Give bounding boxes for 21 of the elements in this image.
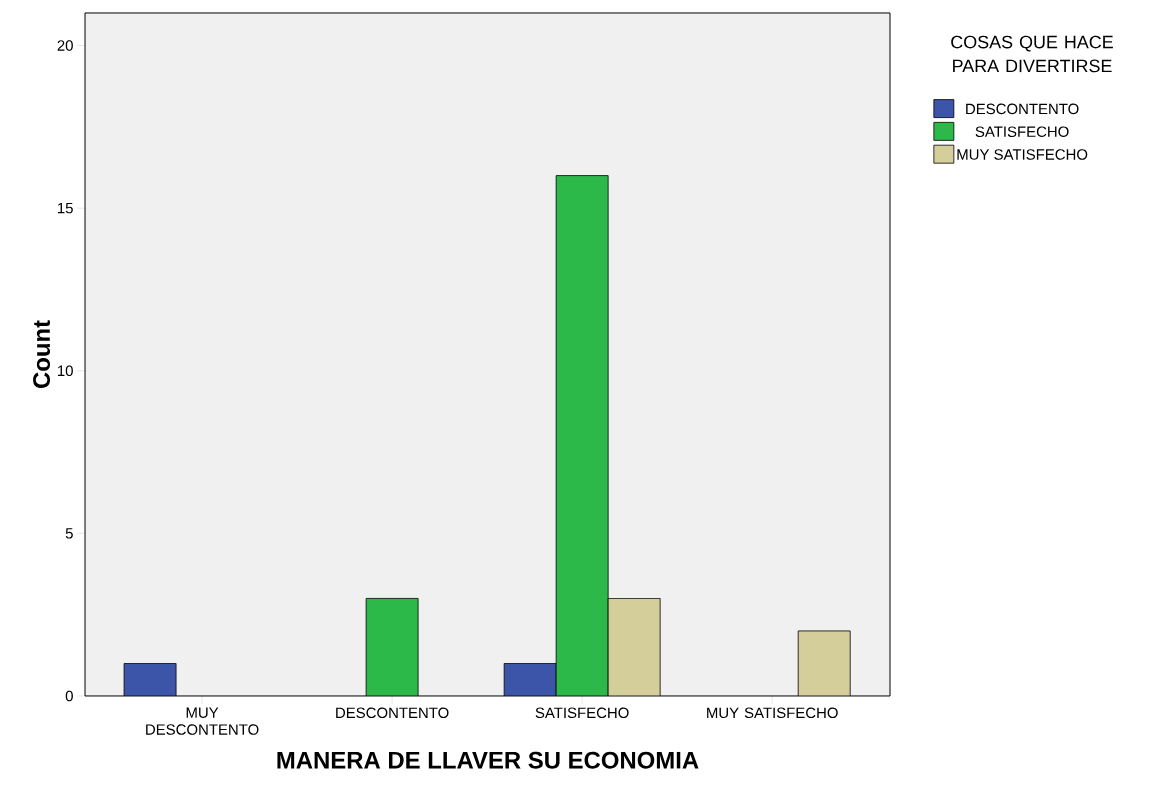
x-tick-label: MUY DESCONTENTO — [146, 707, 259, 735]
bar — [607, 598, 661, 696]
y-tick-label: 20 — [57, 40, 73, 51]
y-tick-label: 15 — [58, 202, 73, 214]
legend-label: SATISFECHO — [975, 126, 1069, 137]
x-tick-label: DESCONTENTO — [336, 707, 449, 719]
bar — [365, 598, 419, 696]
legend-label: MUY SATISFECHO — [957, 149, 1088, 160]
y-axis-title: Count — [33, 320, 51, 389]
bar — [797, 630, 851, 696]
y-tick-label: 5 — [65, 528, 73, 539]
x-tick-label: SATISFECHO — [535, 707, 629, 719]
x-axis-title: MANERA DE LLAVER SU ECONOMIA — [277, 751, 699, 769]
bar — [503, 663, 557, 696]
y-tick-label: 10 — [58, 365, 73, 377]
legend-title: COSAS QUE HACE PARA DIVERTIRSE — [951, 35, 1113, 73]
bar — [123, 663, 177, 696]
y-tick-label: 0 — [65, 690, 73, 702]
legend-label: DESCONTENTO — [966, 103, 1079, 115]
bar — [555, 175, 609, 696]
x-tick-label: MUY SATISFECHO — [707, 707, 838, 719]
